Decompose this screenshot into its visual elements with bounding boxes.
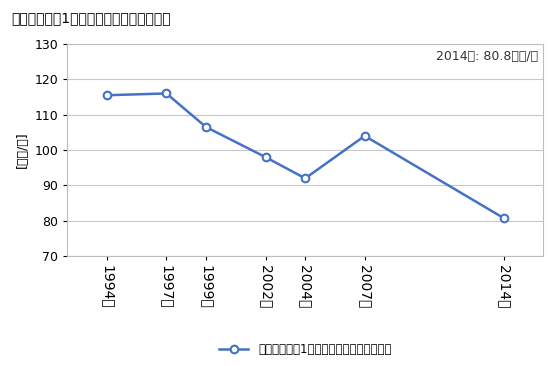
- Line: 小売業の店舗1平米当たり年間商品販売額: 小売業の店舗1平米当たり年間商品販売額: [103, 90, 507, 222]
- 小売業の店舗1平米当たり年間商品販売額: [500, 216, 507, 220]
- Y-axis label: [万円/㎡]: [万円/㎡]: [16, 132, 29, 168]
- Text: 小売業の店舗1平米当たり年間商品販売額: 小売業の店舗1平米当たり年間商品販売額: [11, 11, 171, 25]
- Legend: 小売業の店舗1平米当たり年間商品販売額: 小売業の店舗1平米当たり年間商品販売額: [214, 338, 396, 361]
- Text: 2014年: 80.8万円/㎡: 2014年: 80.8万円/㎡: [436, 50, 538, 63]
- 小売業の店舗1平米当たり年間商品販売額: [104, 93, 110, 97]
- 小売業の店舗1平米当たり年間商品販売額: [302, 176, 309, 180]
- 小売業の店舗1平米当たり年間商品販売額: [262, 155, 269, 159]
- 小売業の店舗1平米当たり年間商品販売額: [203, 125, 209, 129]
- 小売業の店舗1平米当たり年間商品販売額: [361, 134, 368, 138]
- 小売業の店舗1平米当たり年間商品販売額: [163, 91, 170, 96]
